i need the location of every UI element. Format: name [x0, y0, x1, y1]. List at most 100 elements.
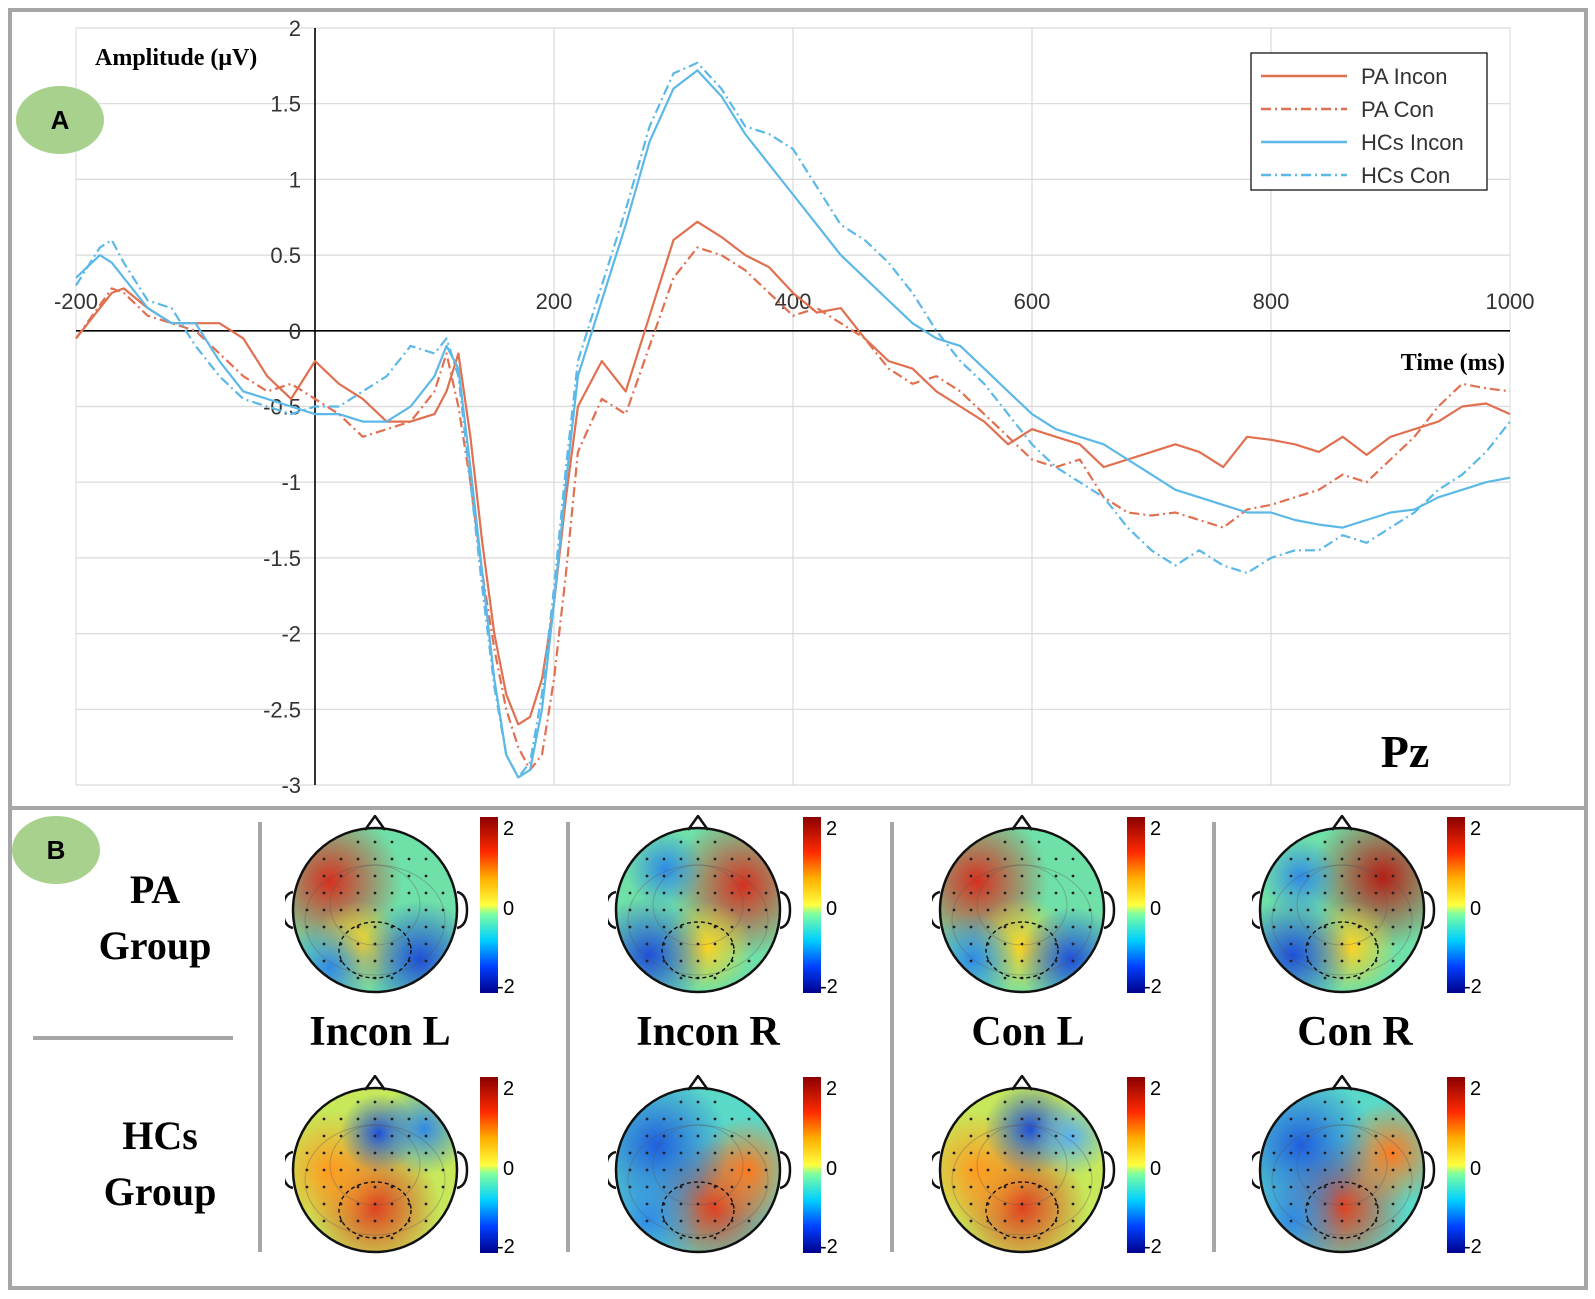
electrode-dot: [952, 908, 956, 912]
electrode-dot: [1003, 840, 1007, 844]
electrode-dot: [696, 840, 700, 844]
electrode-dot: [1340, 925, 1344, 929]
electrode-dot: [747, 1202, 751, 1206]
electrode-dot: [1071, 857, 1075, 861]
colorbar: [480, 817, 498, 993]
electrode-dot: [747, 1168, 751, 1172]
y-tick-label: -1.5: [263, 546, 301, 571]
electrode-dot: [986, 891, 990, 895]
right-ear-outline: [1423, 890, 1436, 930]
colorbar-mid-label: 0: [826, 898, 837, 920]
electrode-dot: [1340, 840, 1344, 844]
electrode-dot: [1037, 942, 1041, 946]
electrode-dot: [747, 925, 751, 929]
column-divider-2: [566, 822, 570, 1252]
electrode-dot: [696, 857, 700, 861]
topomap-pa-con-r: 2 0 -2: [1252, 815, 1482, 997]
electrode-dot: [696, 1219, 700, 1223]
electrode-dot: [662, 857, 666, 861]
electrode-dot: [1020, 942, 1024, 946]
electrode-dot: [764, 925, 768, 929]
electrode-dot: [696, 1202, 700, 1206]
electrode-dot: [1289, 942, 1293, 946]
column-divider-1: [258, 822, 262, 1252]
electrode-dot: [747, 1117, 751, 1121]
topomap-hcs-incon-r: 2 0 -2: [608, 1075, 838, 1257]
electrode-dot: [969, 1219, 973, 1223]
electrode-dot: [1037, 891, 1041, 895]
electrode-dot: [1003, 857, 1007, 861]
electrode-dot: [1054, 1185, 1058, 1189]
electrode-dot: [679, 874, 683, 878]
electrode-dot: [1323, 1219, 1327, 1223]
electrode-dot: [1037, 1151, 1041, 1155]
electrode-dot: [1003, 942, 1007, 946]
topomap-pa-con-l: 2 0 -2: [932, 815, 1162, 997]
electrode-dot: [1054, 1151, 1058, 1155]
electrode-dot: [1088, 908, 1092, 912]
electrode-dot: [662, 1219, 666, 1223]
electrode-dot: [356, 1236, 360, 1240]
electrode-dot: [713, 976, 717, 980]
electrode-dot: [1071, 1202, 1075, 1206]
electrode-dot: [356, 840, 360, 844]
electrode-dot: [1289, 1185, 1293, 1189]
electrode-dot: [1357, 1236, 1361, 1240]
electrode-dot: [1306, 908, 1310, 912]
electrode-dot: [679, 840, 683, 844]
topo-blob: [625, 829, 705, 909]
electrode-dot: [713, 1219, 717, 1223]
y-tick-label: 2: [289, 16, 301, 41]
electrode-dot: [1391, 1202, 1395, 1206]
electrode-dot: [1037, 840, 1041, 844]
electrode-dot: [969, 1117, 973, 1121]
electrode-dot: [1289, 1168, 1293, 1172]
electrode-dot: [424, 959, 428, 963]
electrode-dot: [730, 891, 734, 895]
colorbar-min-label: -2: [1464, 1236, 1482, 1257]
electrode-dot: [1020, 908, 1024, 912]
electrode-dot: [339, 857, 343, 861]
electrode-dot: [1374, 1168, 1378, 1172]
electrode-dot: [424, 874, 428, 878]
electrode-dot: [305, 1168, 309, 1172]
electrode-dot: [390, 942, 394, 946]
contour-line: [627, 864, 769, 976]
electrode-dot: [373, 1134, 377, 1138]
electrode-dot: [969, 1151, 973, 1155]
electrode-dot: [407, 1151, 411, 1155]
erp-line-chart: 21.510.50-0.5-1-1.5-2-2.5-3-200 200 400 600…: [54, 16, 1535, 798]
electrode-dot: [1357, 959, 1361, 963]
electrode-dot: [356, 1151, 360, 1155]
electrode-dot: [356, 1134, 360, 1138]
electrode-dot: [1272, 1151, 1276, 1155]
electrode-dot: [1306, 1168, 1310, 1172]
electrode-dot: [986, 925, 990, 929]
electrode-dot: [322, 942, 326, 946]
nose-outline: [686, 1075, 710, 1091]
electrode-dot: [390, 976, 394, 980]
electrode-dot: [1323, 1117, 1327, 1121]
colorbar: [1127, 1077, 1145, 1253]
electrode-dot: [628, 1185, 632, 1189]
electrode-dot: [373, 1185, 377, 1189]
hcs-group-line1: HCs: [122, 1113, 198, 1158]
electrode-dot: [628, 925, 632, 929]
electrode-dot: [1374, 1134, 1378, 1138]
electrode-dot: [662, 959, 666, 963]
electrode-dot: [1306, 1185, 1310, 1189]
electrode-dot: [1357, 857, 1361, 861]
nose-outline: [1010, 1075, 1034, 1091]
electrode-dot: [1357, 1100, 1361, 1104]
colorbar-mid-label: 0: [1470, 1158, 1481, 1180]
electrode-dot: [969, 942, 973, 946]
colorbar-min-label: -2: [1464, 976, 1482, 997]
electrode-dot: [424, 891, 428, 895]
electrode-dot: [645, 1202, 649, 1206]
electrode-dot: [1020, 840, 1024, 844]
electrode-dot: [1340, 891, 1344, 895]
electrode-dot: [1054, 908, 1058, 912]
electrode-dot: [1340, 942, 1344, 946]
electrode-dot: [645, 959, 649, 963]
electrode-dot: [1306, 925, 1310, 929]
